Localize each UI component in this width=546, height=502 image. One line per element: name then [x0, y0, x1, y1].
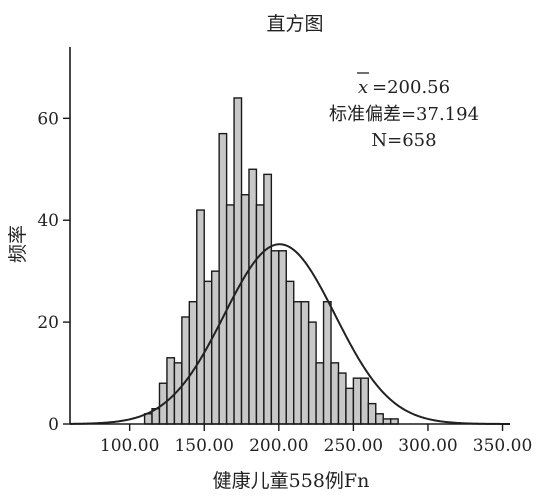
- x-tick-label-0: 100.00: [100, 436, 159, 456]
- normal-curve: [69, 243, 511, 425]
- histogram-bar-16: [263, 173, 273, 425]
- chart-title: 直方图: [266, 13, 323, 35]
- y-tick-label-1: 20: [37, 313, 59, 333]
- histogram-bar-26: [337, 372, 347, 425]
- histogram-bar-23: [315, 362, 325, 425]
- x-tick-label-1: 150.00: [174, 436, 233, 456]
- histogram-bar-21: [300, 301, 310, 425]
- histogram-bar-28: [352, 377, 362, 425]
- histogram-bar-10: [218, 132, 228, 425]
- histogram-bar-15: [255, 204, 265, 425]
- histogram-bar-30: [367, 402, 377, 425]
- x-axis-title: 健康儿童558例Fn: [213, 470, 370, 492]
- histogram-bar-25: [330, 362, 340, 425]
- histogram-bar-18: [278, 250, 287, 425]
- x-tick-label-4: 300.00: [398, 436, 457, 456]
- histogram-bar-12: [233, 97, 243, 425]
- mean-label: =200.56: [372, 77, 450, 98]
- histogram-bar-5: [181, 316, 191, 425]
- mean-symbol: x: [358, 77, 368, 98]
- histogram-bar-7: [196, 209, 205, 425]
- histogram-bar-11: [225, 204, 235, 425]
- histogram-bar-9: [210, 270, 220, 425]
- y-tick-label-3: 60: [37, 109, 59, 129]
- histogram-bar-17: [270, 250, 280, 425]
- y-tick-label-0: 0: [48, 415, 59, 435]
- histogram-bar-31: [375, 413, 384, 425]
- x-tick-label-5: 350.00: [473, 436, 532, 456]
- histogram-bar-24: [322, 301, 332, 425]
- histogram-bar-0: [143, 413, 153, 425]
- y-tick-label-2: 40: [37, 211, 59, 231]
- histogram-bars: [143, 97, 399, 425]
- y-axis-title: 频率: [7, 225, 29, 263]
- n-label: N=658: [371, 130, 436, 151]
- histogram-bar-13: [240, 194, 250, 425]
- histogram-bar-6: [188, 301, 198, 425]
- histogram-bar-19: [285, 280, 295, 425]
- mean-stat: x =200.56: [357, 72, 450, 98]
- y-axis-ticks: 0 20 40 60: [37, 109, 70, 435]
- x-tick-label-2: 200.00: [249, 436, 308, 456]
- sd-label: 标准偏差=37.194: [329, 104, 479, 125]
- x-tick-label-3: 250.00: [324, 436, 383, 456]
- histogram-bar-20: [293, 301, 302, 425]
- histogram-bar-29: [360, 377, 370, 425]
- histogram-bar-14: [248, 168, 258, 425]
- histogram-bar-3: [166, 357, 176, 425]
- histogram-bar-22: [307, 321, 317, 425]
- stats-box: x =200.56 标准偏差=37.194 N=658: [329, 72, 479, 151]
- x-axis-ticks: 100.00 150.00 200.00 250.00 300.00 350.00: [100, 424, 532, 456]
- histogram-bar-27: [345, 387, 355, 425]
